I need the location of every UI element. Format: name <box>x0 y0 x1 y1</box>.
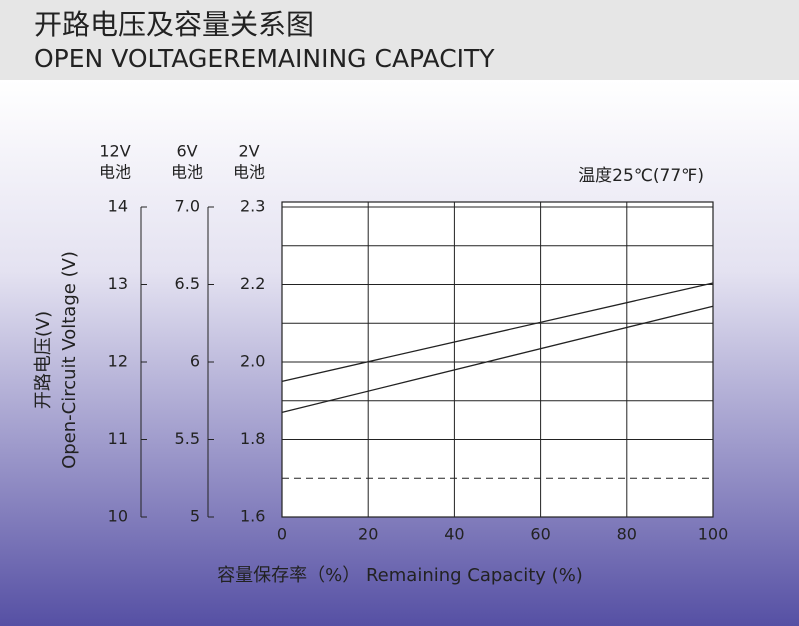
y-tick-label: 2.2 <box>240 274 265 293</box>
y-label: Open-Circuit Voltage (V) <box>59 251 80 469</box>
y-tick-label: 5.5 <box>175 429 200 448</box>
y-tick-label: 2.3 <box>240 197 265 216</box>
header-bg <box>0 0 799 80</box>
series-line <box>281 282 714 383</box>
x-label: 容量保存率（%） Remaining Capacity (%) <box>217 565 583 586</box>
y-tick-label: 2.0 <box>240 352 265 371</box>
axis-unit: 电池 <box>233 163 265 182</box>
y-tick-label: 7.0 <box>175 197 200 216</box>
y-label-cn: 开路电压(V) <box>33 311 54 409</box>
axis-unit: 电池 <box>171 163 203 182</box>
x-tick-label: 40 <box>444 525 464 544</box>
annotation: 温度25℃(77℉) <box>578 166 704 186</box>
x-tick-label: 0 <box>277 525 287 544</box>
y-tick-label: 1.6 <box>240 507 265 526</box>
axis-unit: 电池 <box>99 163 131 182</box>
x-tick-label: 100 <box>698 525 729 544</box>
x-tick-label: 80 <box>617 525 637 544</box>
chart-title: 开路电压及容量关系图 <box>34 8 314 41</box>
y-tick-label: 13 <box>108 274 128 293</box>
chart-subtitle: OPEN VOLTAGEREMAINING CAPACITY <box>34 44 495 73</box>
y-tick-label: 10 <box>108 507 128 526</box>
axis-header: 6V <box>176 142 197 161</box>
y-tick-label: 5 <box>190 507 200 526</box>
y-tick-label: 1.8 <box>240 429 265 448</box>
y-tick-label: 6.5 <box>175 274 200 293</box>
axis-header: 12V <box>99 142 130 161</box>
axis-header: 2V <box>238 142 259 161</box>
x-tick-label: 20 <box>358 525 378 544</box>
x-tick-label: 60 <box>530 525 550 544</box>
y-tick-label: 12 <box>108 352 128 371</box>
y-tick-label: 14 <box>108 197 128 216</box>
y-tick-label: 6 <box>190 352 200 371</box>
series-line <box>281 305 714 414</box>
y-tick-label: 11 <box>108 429 128 448</box>
